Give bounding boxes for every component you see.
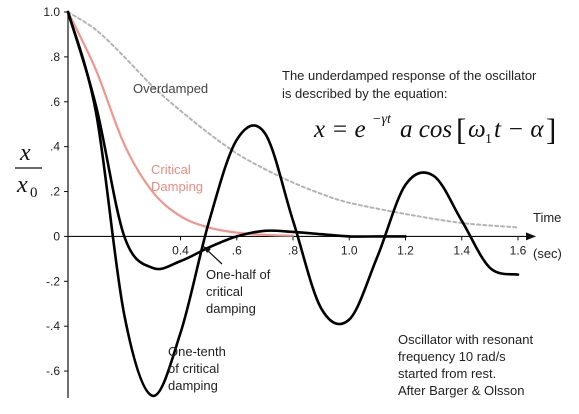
y-label-denominator-sub: 0 bbox=[30, 185, 38, 201]
axes bbox=[64, 11, 536, 398]
equation-intro-line2: is described by the equation: bbox=[282, 86, 448, 101]
equation-omega-sub: 1 bbox=[485, 132, 492, 147]
x-tick-label: 1.6 bbox=[510, 243, 527, 257]
note-line4: After Barger & Olsson bbox=[398, 383, 524, 398]
equation-bracket-open: [ bbox=[456, 112, 466, 147]
equation-bracket-close: ] bbox=[546, 112, 556, 147]
half-label-line3: damping bbox=[206, 301, 256, 316]
y-tick-label: .8 bbox=[50, 50, 60, 64]
equation-rest: t − α bbox=[494, 116, 544, 143]
y-tick-label: .4 bbox=[50, 140, 60, 154]
y-tick-label: -.6 bbox=[46, 364, 60, 378]
y-tick-label: 0 bbox=[53, 229, 60, 243]
critical-label-line1: Critical bbox=[151, 162, 191, 177]
x-tick-label: .8 bbox=[288, 243, 298, 257]
half-label-line1: One-half of bbox=[206, 267, 271, 282]
overdamped-label: Overdamped bbox=[133, 81, 208, 96]
x-tick-label: 1.2 bbox=[397, 243, 414, 257]
note-line1: Oscillator with resonant bbox=[398, 332, 533, 347]
equation-omega: ω bbox=[468, 116, 486, 143]
half-critical-curve bbox=[66, 10, 407, 271]
tenth-label-line3: damping bbox=[168, 378, 218, 393]
overdamped-curve bbox=[67, 11, 519, 229]
x-tick-label: 0.4 bbox=[172, 243, 189, 257]
equation-exponent: −γt bbox=[372, 112, 392, 127]
x-axis-unit: (sec) bbox=[533, 246, 562, 261]
x-tick-label: .6 bbox=[232, 243, 242, 257]
y-tick-label: 1.0 bbox=[43, 5, 60, 19]
critical-label-line2: Damping bbox=[151, 179, 203, 194]
equation-intro-line1: The underdamped response of the oscillat… bbox=[282, 68, 537, 83]
curves bbox=[66, 10, 520, 398]
x-axis-arrow bbox=[526, 232, 536, 241]
y-tick-label: -.4 bbox=[46, 319, 60, 333]
note-line3: started from rest. bbox=[398, 366, 496, 381]
x-axis-label: Time bbox=[533, 210, 561, 225]
equation-lhs: x = e bbox=[313, 116, 366, 143]
critical-damping-curve bbox=[66, 10, 295, 237]
y-tick-label: .6 bbox=[50, 95, 60, 109]
tenth-critical-curve bbox=[66, 10, 520, 398]
tick-labels: 1.0 .8 .6 .4 .2 0 -.2 -.4 -.6 0.4 .6 .8 1.0 1.2 1.4 1.6 bbox=[43, 5, 526, 378]
y-label-denominator: x bbox=[16, 172, 28, 198]
y-tick-label: .2 bbox=[50, 185, 60, 199]
tenth-label-line2: of critical bbox=[168, 361, 219, 376]
note-line2: frequency 10 rad/s bbox=[398, 349, 506, 364]
y-axis-label: x x 0 bbox=[15, 140, 42, 201]
x-tick-label: 1.0 bbox=[341, 243, 358, 257]
y-label-numerator: x bbox=[19, 140, 31, 166]
equation-body: a cos bbox=[400, 116, 452, 143]
tenth-label-line1: One-tenth bbox=[168, 344, 226, 359]
equation: x = e −γt a cos [ ω 1 t − α ] bbox=[313, 112, 556, 147]
half-label-line2: critical bbox=[206, 284, 243, 299]
x-tick-label: 1.4 bbox=[453, 243, 470, 257]
y-tick-label: -.2 bbox=[46, 274, 60, 288]
half-label-arrow bbox=[203, 246, 223, 265]
